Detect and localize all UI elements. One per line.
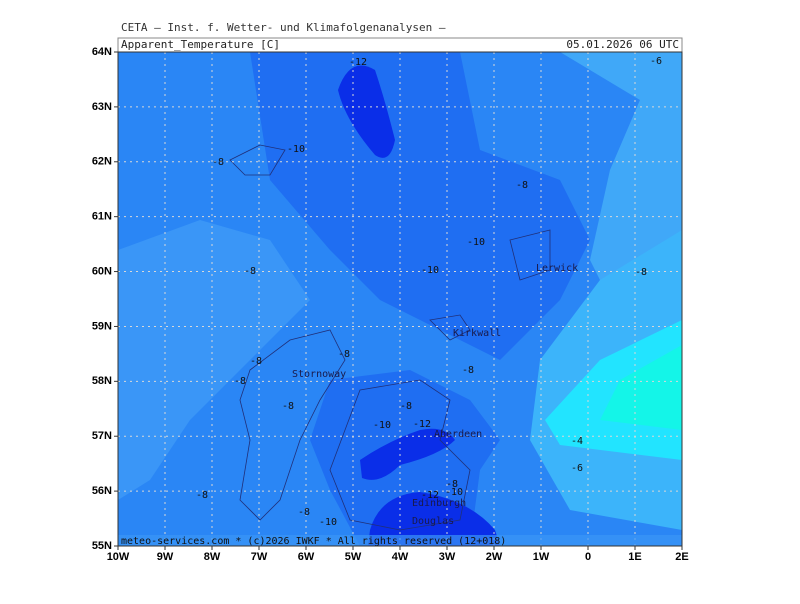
contour-label: -12 <box>413 419 431 430</box>
contour-label: -8 <box>446 479 458 490</box>
contour-label: -8 <box>196 490 208 501</box>
field-dark <box>250 52 590 360</box>
contour-label: -8 <box>400 401 412 412</box>
lon-label: 7W <box>251 551 268 563</box>
lat-label: 63N <box>92 101 112 113</box>
field-darkest <box>368 492 500 546</box>
lat-label: 64N <box>92 46 112 58</box>
contour-label: -10 <box>467 237 485 248</box>
place-label: Aberdeen <box>434 429 482 440</box>
coastline <box>229 144 551 531</box>
contour-label: -4 <box>571 436 583 447</box>
footer-credit: meteo-services.com * (c)2026 IWKF * All … <box>121 536 506 547</box>
contour-label: -10 <box>373 420 391 431</box>
lat-label: 62N <box>92 156 112 168</box>
contour-label: -8 <box>244 266 256 277</box>
field-darkest <box>338 65 395 158</box>
field-light <box>118 220 310 500</box>
contour-label: -6 <box>571 463 583 474</box>
lon-label: 2W <box>486 551 503 563</box>
lon-label: 1E <box>628 551 641 563</box>
footer-band <box>118 535 682 546</box>
contour-label: -10 <box>319 517 337 528</box>
lon-label: 4W <box>392 551 409 563</box>
lon-label: 10W <box>107 551 130 563</box>
contour-label: -10 <box>445 487 463 498</box>
contour-label: -8 <box>212 157 224 168</box>
contour-label: -8 <box>635 267 647 278</box>
lat-label: 55N <box>92 540 112 552</box>
contour-label: -8 <box>338 349 350 360</box>
lon-label: 0 <box>585 551 591 563</box>
contour-label: -8 <box>462 365 474 376</box>
lon-label: 1W <box>533 551 550 563</box>
contour-labels: -12 -6-10-8-8-10-8 -10 -8-8-8-8-8-8 -8-10 -12… <box>196 56 662 528</box>
grid <box>118 52 682 546</box>
lon-label: 2E <box>675 551 688 563</box>
lat-label: 60N <box>92 265 112 277</box>
header-institute: CETA — Inst. f. Wetter- und Klimafolgena… <box>121 21 446 34</box>
axis-ticks: 55N 56N 57N 58N 59N 60N 61N 62N 63N 64N 10W 9W 8W 7W 6… <box>92 46 689 563</box>
lat-label: 61N <box>92 211 112 223</box>
map-area: -12 -6-10-8-8-10-8 -10 -8-8-8-8-8-8 -8-10 -12… <box>118 52 682 547</box>
contour-label: -6 <box>650 56 662 67</box>
lon-label: 5W <box>345 551 362 563</box>
lat-label: 58N <box>92 375 112 387</box>
place-label: Stornoway <box>292 369 346 380</box>
contour-label: -8 <box>234 376 246 387</box>
place-label: Douglas <box>412 516 454 527</box>
contour-label: -12 <box>421 490 439 501</box>
lon-label: 8W <box>204 551 221 563</box>
lat-label: 56N <box>92 485 112 497</box>
place-label: Edinburgh <box>412 498 466 509</box>
field-darkest <box>360 428 455 480</box>
lat-label: 59N <box>92 320 112 332</box>
header-variable: Apparent_Temperature [C] <box>121 38 280 51</box>
field-cyan <box>600 345 682 430</box>
header-datetime: 05.01.2026 06 UTC <box>566 38 679 51</box>
lat-label: 57N <box>92 430 112 442</box>
contour-label: -8 <box>250 356 262 367</box>
lon-label: 3W <box>439 551 456 563</box>
contour-label: -10 <box>421 265 439 276</box>
contour-label: -12 <box>349 57 367 68</box>
contour-label: -10 <box>287 144 305 155</box>
place-label: Lerwick <box>536 263 578 274</box>
contour-label: -8 <box>298 507 310 518</box>
lon-label: 6W <box>298 551 315 563</box>
contour-label: -8 <box>516 180 528 191</box>
contour-label: -8 <box>282 401 294 412</box>
lon-label: 9W <box>157 551 174 563</box>
place-label: Kirkwall <box>453 328 501 339</box>
